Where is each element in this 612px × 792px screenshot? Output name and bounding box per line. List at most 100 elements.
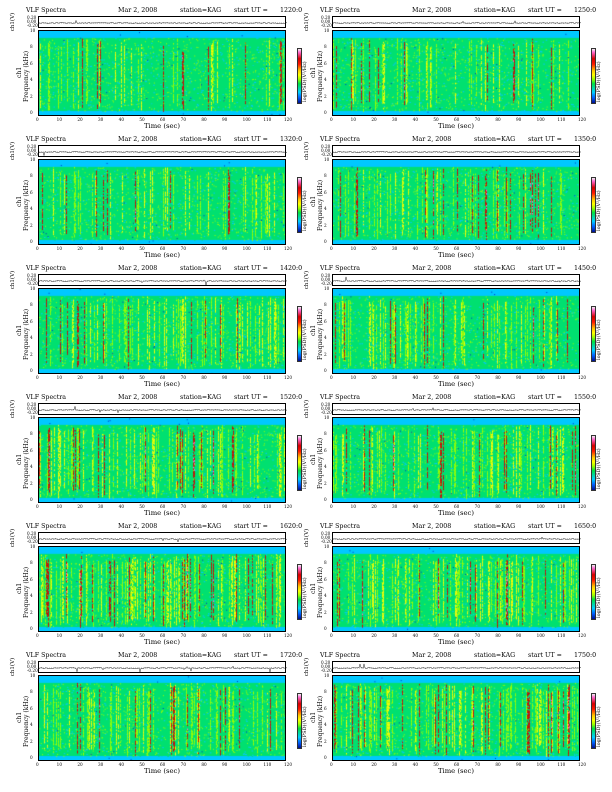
spectrogram-canvas [39, 547, 285, 631]
header-date: Mar 2, 2008 [118, 394, 158, 401]
time-tick-label: 120 [284, 117, 292, 122]
time-tick-label: 50 [139, 117, 145, 122]
colorbar [297, 693, 302, 749]
spectrogram [332, 159, 580, 245]
time-tick-label: 90 [222, 762, 228, 767]
ts-tick-label: 0.20 [27, 402, 37, 407]
time-tick-label: 30 [392, 117, 398, 122]
time-tick-label: 10 [350, 375, 356, 380]
ts-axis-label: ch1(V) [10, 529, 22, 547]
time-tick-label: 110 [557, 504, 566, 509]
freq-tick-label: 4 [324, 722, 327, 728]
colorbar [297, 306, 302, 362]
ts-tick-label: 0.20 [321, 15, 331, 20]
time-series-plot [332, 145, 581, 157]
time-series-plot [38, 16, 287, 28]
header-start-label: start UT = [528, 136, 562, 143]
time-tick-label: 110 [263, 633, 272, 638]
ts-axis-text: ch1(V) [10, 399, 17, 419]
time-series-svg [39, 151, 287, 157]
ts-axis-text: ch1(V) [10, 270, 17, 290]
channel-label: ch1 [310, 195, 317, 207]
spectrogram [332, 417, 580, 503]
ts-axis-text: ch1(V) [10, 12, 17, 32]
ts-axis-label: ch1(V) [304, 400, 316, 418]
colorbar-label: log(PSD)(V²/Hz) [596, 54, 606, 110]
ts-axis-text: ch1(V) [304, 528, 311, 548]
time-tick-label: 20 [77, 762, 83, 767]
freq-axis-text: Frequency (kHz) [317, 50, 324, 102]
time-tick-label: 0 [36, 504, 39, 509]
time-tick-label: 20 [371, 504, 377, 509]
freq-axis-text: Frequency (kHz) [23, 566, 30, 618]
time-tick-label: 70 [180, 633, 186, 638]
time-axis-label: Time (sec) [438, 122, 474, 130]
ts-tick-label: 0.20 [321, 273, 331, 278]
ts-axis-label: ch1(V) [10, 271, 22, 289]
time-axis-label: Time (sec) [144, 380, 180, 388]
time-tick-label: 30 [392, 375, 398, 380]
time-tick-label: 40 [412, 504, 418, 509]
time-tick-label: 20 [77, 375, 83, 380]
panel-header: VLF Spectra Mar 2, 2008 station=KAG start U… [26, 393, 302, 402]
time-tick-label: 110 [263, 375, 272, 380]
ts-tick-label: -0.20 [321, 152, 332, 157]
time-tick-label: 80 [201, 375, 207, 380]
time-tick-label: 30 [98, 117, 104, 122]
freq-tick-label: 4 [30, 77, 33, 83]
time-tick-label: 20 [77, 246, 83, 251]
ts-tick-label: 0.00 [321, 664, 331, 669]
header-date: Mar 2, 2008 [412, 523, 452, 530]
time-tick-label: 40 [118, 375, 124, 380]
time-tick-label: 40 [412, 375, 418, 380]
time-tick-label: 100 [536, 117, 545, 122]
freq-tick-label: 6 [30, 705, 33, 711]
header-station: station=KAG [474, 265, 516, 272]
time-tick-label: 100 [536, 504, 545, 509]
spectrogram-canvas [39, 418, 285, 502]
ts-signal-line [39, 279, 287, 286]
time-tick-label: 20 [77, 504, 83, 509]
freq-tick-label: 10 [324, 415, 330, 420]
time-tick-label: 40 [412, 633, 418, 638]
freq-tick-label: 8 [324, 431, 327, 437]
time-axis-label: Time (sec) [438, 380, 474, 388]
time-tick-label: 20 [371, 633, 377, 638]
colorbar-label: log(PSD)(V²/Hz) [596, 570, 606, 626]
channel-label: ch1 [16, 324, 23, 336]
ts-axis-text: ch1(V) [10, 141, 17, 161]
ts-tick-label: 0.20 [321, 402, 331, 407]
time-tick-label: 10 [56, 246, 62, 251]
header-date: Mar 2, 2008 [118, 136, 158, 143]
time-tick-label: 60 [454, 117, 460, 122]
time-series-plot [38, 274, 287, 286]
time-tick-label: 60 [160, 633, 166, 638]
time-tick-label: 100 [242, 633, 251, 638]
time-tick-label: 60 [454, 762, 460, 767]
freq-tick-label: 8 [324, 173, 327, 179]
time-tick-label: 40 [118, 762, 124, 767]
time-tick-label: 90 [516, 633, 522, 638]
time-tick-label: 40 [118, 633, 124, 638]
time-tick-label: 110 [557, 762, 566, 767]
time-tick-label: 30 [392, 246, 398, 251]
time-tick-label: 120 [284, 504, 292, 509]
freq-tick-label: 4 [324, 464, 327, 470]
header-title: VLF Spectra [26, 265, 66, 272]
header-station: station=KAG [180, 652, 222, 659]
freq-tick-label: 4 [30, 722, 33, 728]
header-title: VLF Spectra [26, 652, 66, 659]
ts-axis-text: ch1(V) [304, 12, 311, 32]
header-date: Mar 2, 2008 [412, 265, 452, 272]
header-date: Mar 2, 2008 [412, 136, 452, 143]
freq-tick-label: 2 [30, 480, 33, 486]
time-tick-label: 90 [516, 504, 522, 509]
time-series-plot [38, 145, 287, 157]
time-tick-label: 120 [284, 375, 292, 380]
ts-axis-label: ch1(V) [10, 400, 22, 418]
header-start-ut: 1220:0 [280, 7, 303, 14]
colorbar-text: log(PSD)(V²/Hz) [596, 61, 602, 102]
time-tick-label: 50 [139, 375, 145, 380]
freq-tick-label: 6 [30, 189, 33, 195]
freq-axis-label: ch1 Frequency (kHz) [16, 290, 30, 372]
